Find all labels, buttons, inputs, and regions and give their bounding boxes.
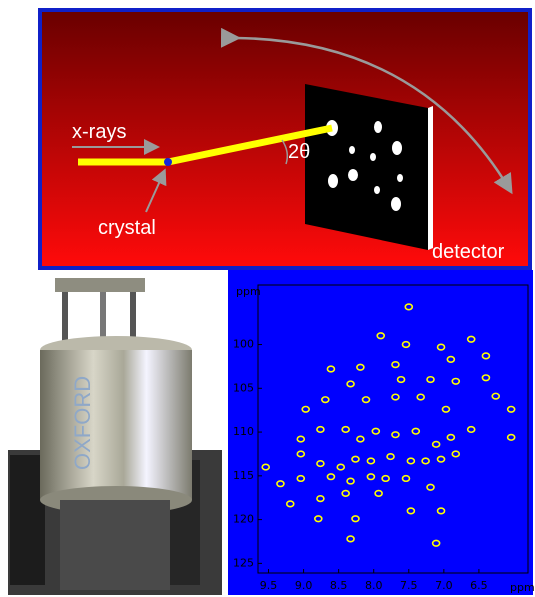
angle-label: 2θ (288, 141, 310, 163)
diffraction-panel: x-rays crystal 2θ detector (38, 8, 532, 270)
y-tick-label: 125 (233, 556, 254, 569)
detector-screen (305, 84, 428, 250)
figure: x-rays crystal 2θ detector OXFORD ppm pp… (0, 0, 535, 597)
y-tick-label: 110 (233, 425, 254, 438)
spectrometer-photo: OXFORD (8, 270, 222, 595)
page: x-rays crystal 2θ detector OXFORD ppm pp… (0, 0, 535, 597)
crystal-label: crystal (98, 217, 156, 239)
x-tick-label: 7.0 (435, 579, 453, 592)
detector-edge (428, 106, 433, 250)
xrays-label: x-rays (72, 121, 126, 143)
y-axis-label: ppm (236, 285, 261, 298)
x-tick-label: 8.5 (330, 579, 348, 592)
y-tick-label: 100 (233, 338, 254, 351)
crystal-dot (164, 158, 172, 166)
spectrum-panel: ppm ppm (228, 270, 535, 595)
x-tick-label: 9.0 (295, 579, 313, 592)
svg-text:OXFORD: OXFORD (70, 376, 95, 470)
x-tick-label: 6.5 (470, 579, 488, 592)
x-tick-label: 9.5 (260, 579, 278, 592)
y-tick-label: 105 (233, 381, 254, 394)
y-tick-label: 120 (233, 513, 254, 526)
detector-label: detector (432, 241, 505, 263)
spectrum-background (228, 270, 533, 595)
y-tick-label: 115 (233, 469, 254, 482)
x-tick-label: 8.0 (365, 579, 383, 592)
x-axis-label: ppm (510, 581, 535, 594)
x-tick-label: 7.5 (400, 579, 418, 592)
